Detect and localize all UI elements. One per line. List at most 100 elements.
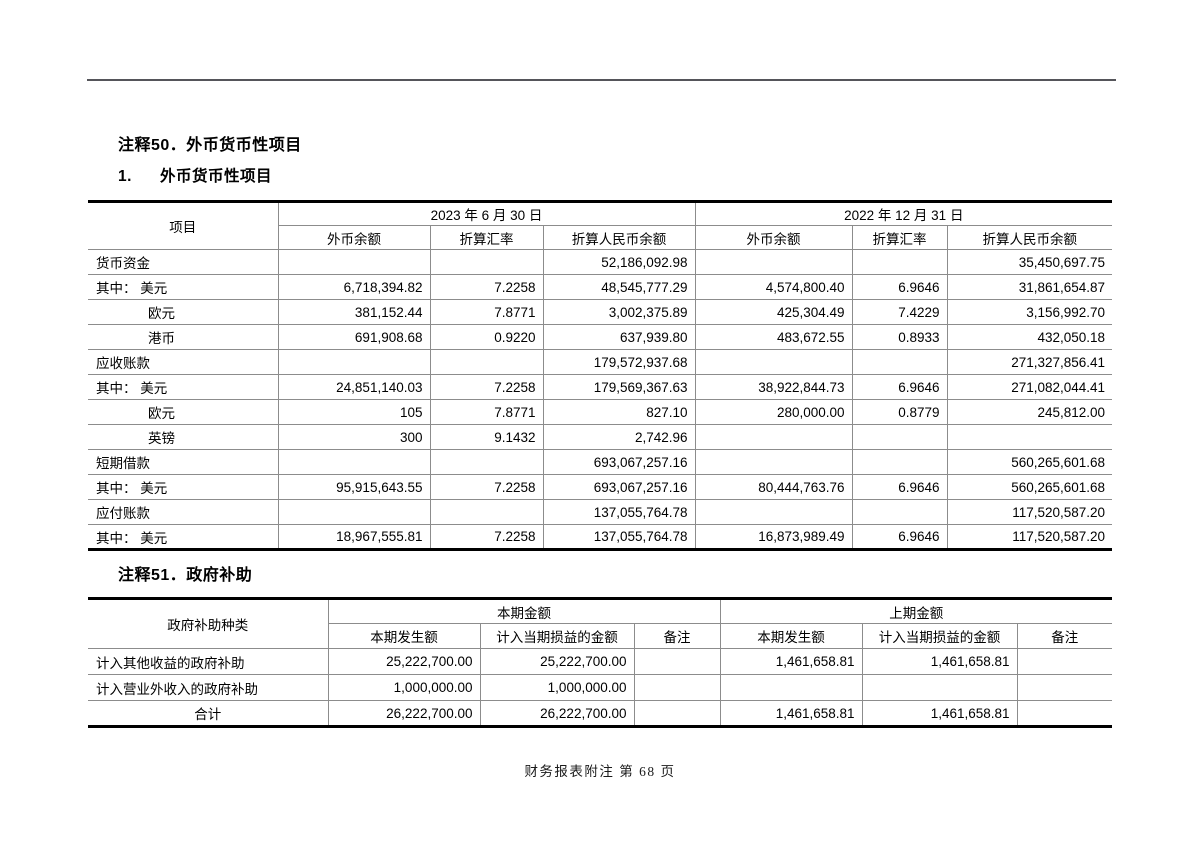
- table-row: 欧元 105 7.8771 827.10 280,000.00 0.8779 245,812…: [88, 399, 1113, 425]
- cell-value: [429, 499, 544, 525]
- row-label: 英镑: [88, 424, 279, 450]
- table-row: 港币 691,908.68 0.9220 637,939.80 483,672.55 0.…: [88, 324, 1113, 350]
- cell-value: 117,520,587.20: [946, 499, 1113, 525]
- cell-value: 2,742.96: [542, 424, 696, 450]
- cell-value: [851, 349, 948, 375]
- table-row: 其中： 美元 6,718,394.82 7.2258 48,545,777.29 4,5…: [88, 274, 1113, 300]
- row-label: 欧元: [88, 299, 279, 325]
- table-row: 应收账款 179,572,937.68 271,327,856.41: [88, 349, 1113, 375]
- cell-value: [851, 249, 948, 275]
- period-2022-header: 2022 年 12 月 31 日: [694, 201, 1113, 226]
- cell-value: 48,545,777.29: [542, 274, 696, 300]
- row-label: 合计: [88, 700, 329, 727]
- table-row: 计入其他收益的政府补助 25,222,700.00 25,222,700.00 1,4…: [88, 648, 1113, 675]
- row-label: 计入其他收益的政府补助: [88, 648, 329, 675]
- item-column-header: 项目: [88, 201, 279, 250]
- foreign-currency-items-table: 项目 2023 年 6 月 30 日 2022 年 12 月 31 日 外币余额…: [88, 200, 1113, 551]
- cell-value: [277, 499, 431, 525]
- cell-value: 271,082,044.41: [946, 374, 1113, 400]
- cell-value: [633, 674, 721, 701]
- cell-value: 637,939.80: [542, 324, 696, 350]
- cell-value: 245,812.00: [946, 399, 1113, 425]
- cell-value: [946, 424, 1113, 450]
- rmb-balance-header: 折算人民币余额: [946, 225, 1113, 250]
- exchange-rate-header: 折算汇率: [851, 225, 948, 250]
- cell-value: [851, 499, 948, 525]
- cell-value: [861, 674, 1018, 701]
- remark-header: 备注: [1016, 623, 1113, 649]
- cell-value: 693,067,257.16: [542, 474, 696, 500]
- cell-value: 7.2258: [429, 524, 544, 550]
- row-label: 其中： 美元: [88, 274, 279, 300]
- cell-value: 31,861,654.87: [946, 274, 1113, 300]
- subsidy-kind-header: 政府补助种类: [88, 598, 329, 649]
- cell-value: 7.2258: [429, 474, 544, 500]
- row-label: 其中： 美元: [88, 524, 279, 550]
- cell-value: 9.1432: [429, 424, 544, 450]
- amount-incurred-header: 本期发生额: [328, 623, 481, 649]
- cell-value: [429, 349, 544, 375]
- cell-value: 3,002,375.89: [542, 299, 696, 325]
- table-subheader-row: 本期发生额 计入当期损益的金额 备注 本期发生额 计入当期损益的金额 备注: [88, 623, 1113, 649]
- cell-value: 137,055,764.78: [542, 524, 696, 550]
- cell-value: [719, 674, 863, 701]
- cell-value: 1,000,000.00: [479, 674, 635, 701]
- cell-value: 137,055,764.78: [542, 499, 696, 525]
- cell-value: [1016, 700, 1113, 727]
- cell-value: 1,461,658.81: [719, 700, 863, 727]
- note50-subheading-number: 1.: [118, 168, 132, 185]
- cell-value: 693,067,257.16: [542, 449, 696, 475]
- cell-value: 691,908.68: [277, 324, 431, 350]
- cell-value: 7.2258: [429, 374, 544, 400]
- cell-value: 16,873,989.49: [694, 524, 853, 550]
- note50-subheading-title: 外币货币性项目: [160, 168, 273, 185]
- cell-value: [277, 249, 431, 275]
- cell-value: [429, 449, 544, 475]
- cell-value: 179,572,937.68: [542, 349, 696, 375]
- cell-value: 1,000,000.00: [327, 674, 481, 701]
- cell-value: 18,967,555.81: [277, 524, 431, 550]
- table-row: 欧元 381,152.44 7.8771 3,002,375.89 425,304.49…: [88, 299, 1113, 325]
- table-row: 其中： 美元 24,851,140.03 7.2258 179,569,367.63 3…: [88, 374, 1113, 400]
- note51-heading: 注释51．政府补助: [118, 567, 253, 584]
- cell-value: 280,000.00: [694, 399, 853, 425]
- cell-value: 1,461,658.81: [719, 648, 863, 675]
- cell-value: 827.10: [542, 399, 696, 425]
- table-header-row: 政府补助种类 本期金额 上期金额: [88, 598, 1113, 649]
- cell-value: 35,450,697.75: [946, 249, 1113, 275]
- cell-value: [1016, 674, 1113, 701]
- cell-value: 26,222,700.00: [327, 700, 481, 727]
- cell-value: 483,672.55: [694, 324, 853, 350]
- cell-value: 1,461,658.81: [861, 648, 1018, 675]
- cell-value: 6.9646: [851, 524, 948, 550]
- cell-value: 1,461,658.81: [861, 700, 1018, 727]
- rmb-balance-header: 折算人民币余额: [542, 225, 696, 250]
- cell-value: 300: [277, 424, 431, 450]
- cell-value: [694, 249, 853, 275]
- current-period-group-header: 本期金额: [327, 598, 721, 624]
- cell-value: 0.8779: [851, 399, 948, 425]
- cell-value: 25,222,700.00: [479, 648, 635, 675]
- cell-value: [694, 499, 853, 525]
- cell-value: [851, 449, 948, 475]
- remark-header: 备注: [633, 623, 721, 649]
- cell-value: [633, 648, 721, 675]
- cell-value: [694, 349, 853, 375]
- row-label: 港币: [88, 324, 279, 350]
- page-footer: 财务报表附注 第 68 页: [524, 764, 676, 779]
- row-label: 其中： 美元: [88, 474, 279, 500]
- row-label: 应付账款: [88, 499, 279, 525]
- table-row: 合计 26,222,700.00 26,222,700.00 1,461,658.81…: [88, 700, 1113, 727]
- cell-value: 560,265,601.68: [946, 474, 1113, 500]
- row-label: 应收账款: [88, 349, 279, 375]
- cell-value: [277, 349, 431, 375]
- cell-value: [694, 449, 853, 475]
- row-label: 短期借款: [88, 449, 279, 475]
- cell-value: 6.9646: [851, 274, 948, 300]
- cell-value: 3,156,992.70: [946, 299, 1113, 325]
- table-header-row: 项目 2023 年 6 月 30 日 2022 年 12 月 31 日: [88, 201, 1113, 250]
- cell-value: [1016, 648, 1113, 675]
- cell-value: 425,304.49: [694, 299, 853, 325]
- cell-value: 80,444,763.76: [694, 474, 853, 500]
